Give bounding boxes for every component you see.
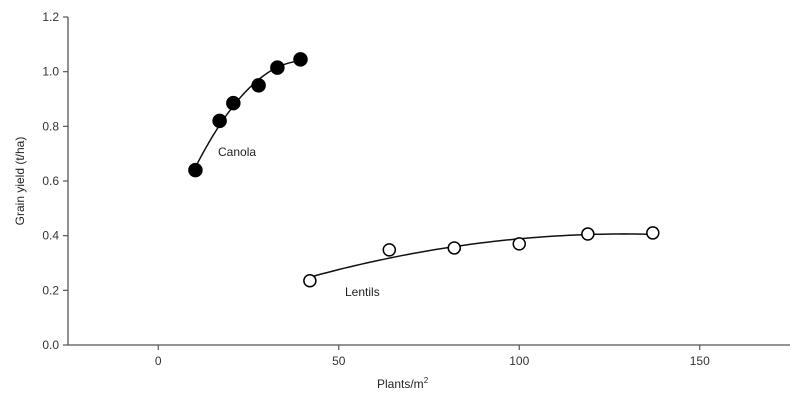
y-tick-label: 1.0 bbox=[42, 65, 59, 79]
data-point-canola bbox=[212, 113, 227, 129]
data-point-canola bbox=[226, 95, 241, 111]
axes: 0.0 0.2 0.4 0.6 0.8 1.0 1.2 0 50 100 150 bbox=[42, 10, 790, 368]
data-point-lentils bbox=[581, 227, 595, 241]
data-point-lentils bbox=[382, 243, 397, 257]
data-point-lentils bbox=[447, 241, 462, 255]
fit-curves bbox=[194, 60, 653, 278]
x-axis-label: Plants/m2 bbox=[377, 376, 429, 391]
data-point-canola bbox=[188, 162, 203, 178]
y-axis-label: Grain yield (t/ha) bbox=[13, 137, 27, 226]
y-tick-label: 0.6 bbox=[42, 174, 59, 188]
x-tick-label: 50 bbox=[332, 354, 346, 368]
y-tick-label: 0.2 bbox=[42, 283, 59, 297]
data-point-lentils bbox=[646, 226, 660, 240]
y-tick-label: 0.4 bbox=[42, 229, 59, 243]
data-point-canola bbox=[251, 78, 266, 93]
y-tick-label: 0.0 bbox=[42, 338, 59, 352]
x-tick-label: 0 bbox=[155, 354, 162, 368]
x-axis-label-text: Plants/m bbox=[377, 377, 424, 391]
fit-curve-lentils bbox=[309, 233, 653, 278]
x-axis-label-superscript: 2 bbox=[424, 376, 429, 385]
series-label-lentils: Lentils bbox=[345, 285, 380, 299]
data-point-lentils bbox=[303, 274, 317, 288]
x-tick-label: 150 bbox=[690, 354, 710, 368]
series-label-canola: Canola bbox=[218, 145, 256, 159]
data-points bbox=[188, 52, 660, 288]
y-tick-label: 1.2 bbox=[42, 10, 59, 24]
data-point-canola bbox=[293, 52, 308, 67]
y-tick-label: 0.8 bbox=[42, 119, 59, 133]
x-tick-label: 100 bbox=[509, 354, 529, 368]
data-point-canola bbox=[270, 60, 285, 75]
data-point-lentils bbox=[512, 237, 526, 251]
